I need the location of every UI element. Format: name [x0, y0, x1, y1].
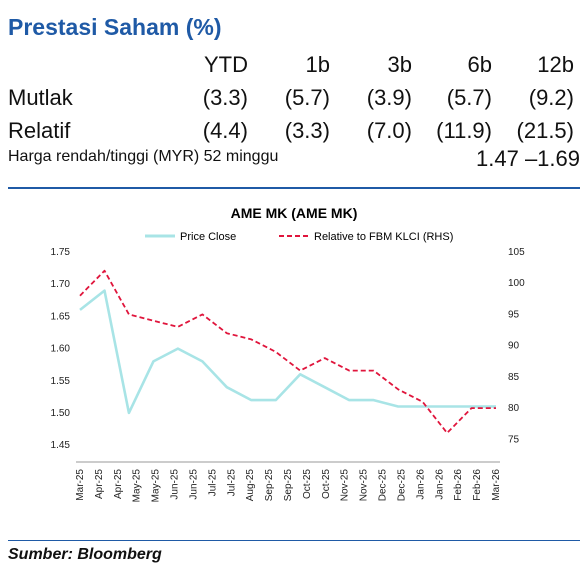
y-left-tick-label: 1.45: [51, 440, 71, 451]
y-right-tick-label: 105: [508, 247, 525, 258]
price-range: Harga rendah/tinggi (MYR) 52 minggu 1.47…: [8, 146, 580, 174]
chart-legend: Price Close Relative to FBM KLCI (RHS): [145, 231, 453, 243]
x-tick-label: May-25: [132, 469, 143, 503]
x-tick-label: Dec-25: [396, 469, 407, 502]
cell: (11.9): [436, 118, 492, 143]
y-right-tick-label: 80: [508, 403, 520, 414]
cell: (3.3): [284, 118, 330, 143]
y-right-tick-label: 75: [508, 434, 520, 445]
x-tick-label: Nov-25: [359, 469, 370, 502]
col-header: 6b: [467, 52, 492, 77]
legend-label-relative: Relative to FBM KLCI (RHS): [314, 231, 453, 243]
range-label: Harga rendah/tinggi (MYR) 52 minggu: [8, 148, 279, 165]
chart-series: [79, 269, 496, 434]
divider: [8, 540, 580, 541]
y-left-tick-label: 1.65: [51, 311, 71, 322]
x-tick-label: Nov-25: [340, 469, 351, 502]
x-axis: Mar-25 Apr-25 Apr-25 May-25 May-25 Jun-25 Jun-…: [75, 469, 502, 503]
row-label: Mutlak: [8, 85, 73, 110]
price-chart: AME MK (AME MK) Price Close Relative to …: [51, 205, 526, 503]
x-tick-label: Aug-25: [245, 469, 256, 502]
legend-label-price: Price Close: [180, 231, 236, 243]
section-title: Prestasi Saham (%): [8, 14, 222, 40]
y-left-tick-label: 1.55: [51, 376, 71, 387]
x-tick-label: Jan-26: [415, 469, 426, 500]
x-tick-label: Jan-26: [434, 469, 445, 500]
x-tick-label: May-25: [151, 469, 162, 503]
table-row: Relatif (4.4) (3.3) (7.0) (11.9) (21.5): [8, 114, 580, 147]
y-left-tick-label: 1.60: [51, 344, 71, 355]
x-tick-label: Mar-25: [75, 469, 86, 501]
y-right-tick-label: 95: [508, 309, 520, 320]
x-tick-label: Apr-25: [94, 469, 105, 499]
chart-title: AME MK (AME MK): [231, 205, 358, 221]
performance-table: YTD 1b 3b 6b 12b Mutlak (3.3) (5.7) (3.9…: [8, 48, 580, 147]
y-left-tick-label: 1.50: [51, 408, 71, 419]
y-left-tick-label: 1.70: [51, 279, 71, 290]
cell: (9.2): [528, 85, 574, 110]
x-tick-label: Feb-26: [453, 469, 464, 501]
y-axis-right: 105 100 95 90 85 80 75: [508, 247, 525, 445]
x-tick-label: Sep-25: [264, 469, 275, 502]
divider: [8, 187, 580, 189]
series-line-price: [79, 289, 496, 415]
range-value: 1.47 –1.69: [476, 146, 580, 171]
y-right-tick-label: 85: [508, 372, 520, 383]
x-tick-label: Oct-25: [302, 469, 313, 499]
table-row: Mutlak (3.3) (5.7) (3.9) (5.7) (9.2): [8, 81, 580, 114]
x-tick-label: Dec-25: [378, 469, 389, 502]
y-right-tick-label: 100: [508, 278, 525, 289]
cell: (3.9): [366, 85, 412, 110]
series-line-relative: [79, 269, 496, 434]
x-tick-label: Sep-25: [283, 469, 294, 502]
cell: (21.5): [516, 118, 574, 143]
x-tick-label: Mar-26: [491, 469, 502, 501]
cell: (5.7): [284, 85, 330, 110]
x-tick-label: Jun-25: [188, 469, 199, 500]
x-tick-label: Jun-25: [170, 469, 181, 500]
cell: (3.3): [202, 85, 248, 110]
col-header: 12b: [537, 52, 574, 77]
source-note: Sumber: Bloomberg: [8, 546, 162, 563]
cell: (4.4): [202, 118, 248, 143]
cell: (7.0): [366, 118, 412, 143]
x-tick-label: Feb-26: [472, 469, 483, 501]
x-tick-label: Apr-25: [113, 469, 124, 499]
col-header: 1b: [305, 52, 330, 77]
col-header: 3b: [387, 52, 412, 77]
row-label: Relatif: [8, 118, 71, 143]
y-right-tick-label: 90: [508, 341, 520, 352]
x-tick-label: Oct-25: [321, 469, 332, 499]
x-tick-label: Jul-25: [207, 469, 218, 497]
y-axis-left: 1.75 1.70 1.65 1.60 1.55 1.50 1.45: [51, 247, 71, 451]
x-tick-label: Jul-25: [226, 469, 237, 497]
header-row: YTD 1b 3b 6b 12b: [8, 48, 580, 81]
cell: (5.7): [446, 85, 492, 110]
col-header: YTD: [204, 52, 248, 77]
y-left-tick-label: 1.75: [51, 247, 71, 258]
